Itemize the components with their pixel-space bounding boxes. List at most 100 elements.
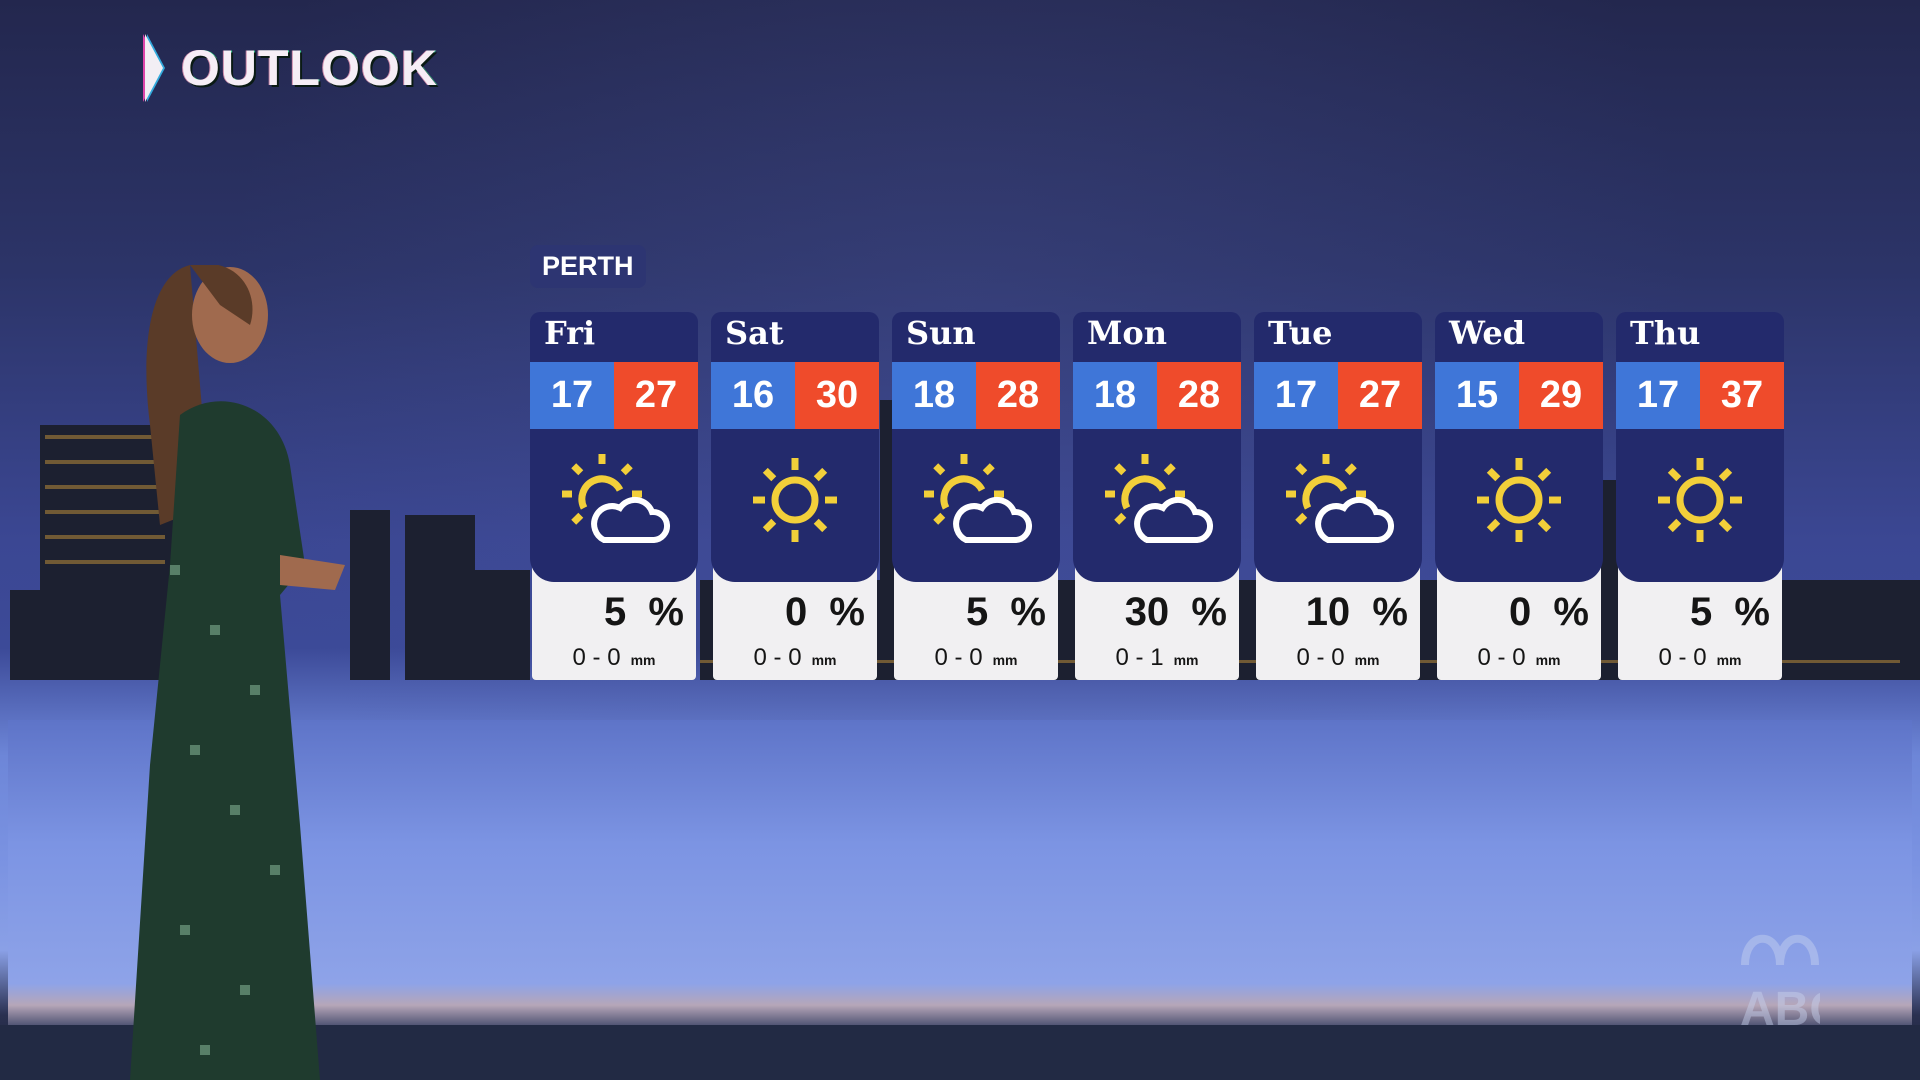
rain-unit: mm [992,652,1018,668]
rain-unit: mm [1354,652,1380,668]
presenter [130,265,345,1080]
day-label: Fri [544,314,596,352]
forecast-card-tue: Tue 17 27 10 % 0 - 0 mm [1254,312,1422,680]
rain-chance-unit: % [1191,590,1227,634]
rain-to: 0 [1693,644,1707,671]
card-header: Sat 16 30 [711,312,879,582]
rain-chance: 10 % [1306,590,1408,635]
partly-cloudy-icon [554,452,674,552]
day-label: Wed [1449,314,1526,352]
forecast-card-sat: Sat 16 30 0 % 0 - 0 mm [711,312,879,680]
rain-chance-unit: % [1734,590,1770,634]
card-header: Mon 18 28 [1073,312,1241,582]
rain-amount: 0 - 0 mm [1296,644,1380,671]
min-temp: 15 [1435,362,1519,429]
max-temp: 37 [1700,362,1784,429]
temperature-row: 16 30 [711,362,879,429]
rain-unit: mm [1716,652,1742,668]
rain-to: 1 [1150,644,1164,671]
card-header: Fri 17 27 [530,312,698,582]
temperature-row: 17 27 [1254,362,1422,429]
rain-to: 0 [607,644,621,671]
day-label: Tue [1268,314,1333,352]
rain-chance-value: 30 [1124,590,1170,634]
rain-chance: 0 % [1509,590,1589,635]
forecast-card-wed: Wed 15 29 0 % 0 - 0 mm [1435,312,1603,680]
rain-amount: 0 - 0 mm [1658,644,1742,671]
max-temp: 29 [1519,362,1603,429]
rain-from: 0 [934,644,948,671]
day-label: Thu [1630,314,1701,352]
rain-chance-unit: % [648,590,684,634]
location-label: PERTH [530,245,646,288]
min-temp: 16 [711,362,795,429]
rain-chance-value: 5 [965,590,989,634]
card-header: Sun 18 28 [892,312,1060,582]
rain-amount: 0 - 0 mm [934,644,1018,671]
card-header: Tue 17 27 [1254,312,1422,582]
day-label: Sat [725,314,784,352]
day-label: Sun [906,314,976,352]
rain-chance-value: 0 [784,590,808,634]
temperature-row: 15 29 [1435,362,1603,429]
rain-chance-value: 0 [1508,590,1532,634]
page-title: OUTLOOK [181,40,438,96]
rain-amount: 0 - 0 mm [1477,644,1561,671]
rain-from: 0 [1477,644,1491,671]
min-temp: 18 [892,362,976,429]
rain-chance-value: 5 [1689,590,1713,634]
rain-to: 0 [969,644,983,671]
forecast-card-sun: Sun 18 28 5 % 0 - 0 mm [892,312,1060,680]
rain-to: 0 [788,644,802,671]
rain-from: 0 [1296,644,1310,671]
rain-from: 0 [753,644,767,671]
sunny-icon [1459,452,1579,552]
abc-tv-watermark: ABC TV [1740,920,1919,1039]
rain-unit: mm [811,652,837,668]
rain-chance-unit: % [829,590,865,634]
outlook-heading: OUTLOOK [145,34,438,102]
day-label: Mon [1087,314,1168,352]
rain-to: 0 [1512,644,1526,671]
max-temp: 30 [795,362,879,429]
partly-cloudy-icon [916,452,1036,552]
forecast-card-mon: Mon 18 28 30 % 0 - 1 mm [1073,312,1241,680]
watermark-text: ABC TV [1740,983,1820,1030]
sunny-icon [735,452,855,552]
max-temp: 27 [614,362,698,429]
rain-chance-unit: % [1010,590,1046,634]
rain-chance: 0 % [785,590,865,635]
card-header: Wed 15 29 [1435,312,1603,582]
forecast-card-fri: Fri 17 27 5 % 0 - 0 mm [530,312,698,680]
rain-unit: mm [630,652,656,668]
temperature-row: 17 37 [1616,362,1784,429]
min-temp: 17 [1254,362,1338,429]
temperature-row: 18 28 [1073,362,1241,429]
rain-chance-unit: % [1372,590,1408,634]
rain-chance-unit: % [1553,590,1589,634]
max-temp: 28 [976,362,1060,429]
min-temp: 17 [530,362,614,429]
rain-to: 0 [1331,644,1345,671]
rain-unit: mm [1173,652,1199,668]
max-temp: 27 [1338,362,1422,429]
rain-chance-value: 5 [603,590,627,634]
play-triangle-icon [145,34,163,102]
rain-from: 0 [1115,644,1129,671]
river-backdrop [8,720,1912,1030]
rain-unit: mm [1535,652,1561,668]
rain-from: 0 [1658,644,1672,671]
rain-chance: 30 % [1125,590,1227,635]
abc-logo-icon: ABC TV [1740,934,1919,1036]
rain-amount: 0 - 1 mm [1115,644,1199,671]
min-temp: 17 [1616,362,1700,429]
rain-amount: 0 - 0 mm [572,644,656,671]
forecast-cards: Fri 17 27 5 % 0 - 0 mm Sat 16 30 0 % 0 - … [530,312,1784,680]
min-temp: 18 [1073,362,1157,429]
max-temp: 28 [1157,362,1241,429]
rain-chance: 5 % [1690,590,1770,635]
partly-cloudy-icon [1278,452,1398,552]
card-header: Thu 17 37 [1616,312,1784,582]
sunny-icon [1640,452,1760,552]
rain-from: 0 [572,644,586,671]
